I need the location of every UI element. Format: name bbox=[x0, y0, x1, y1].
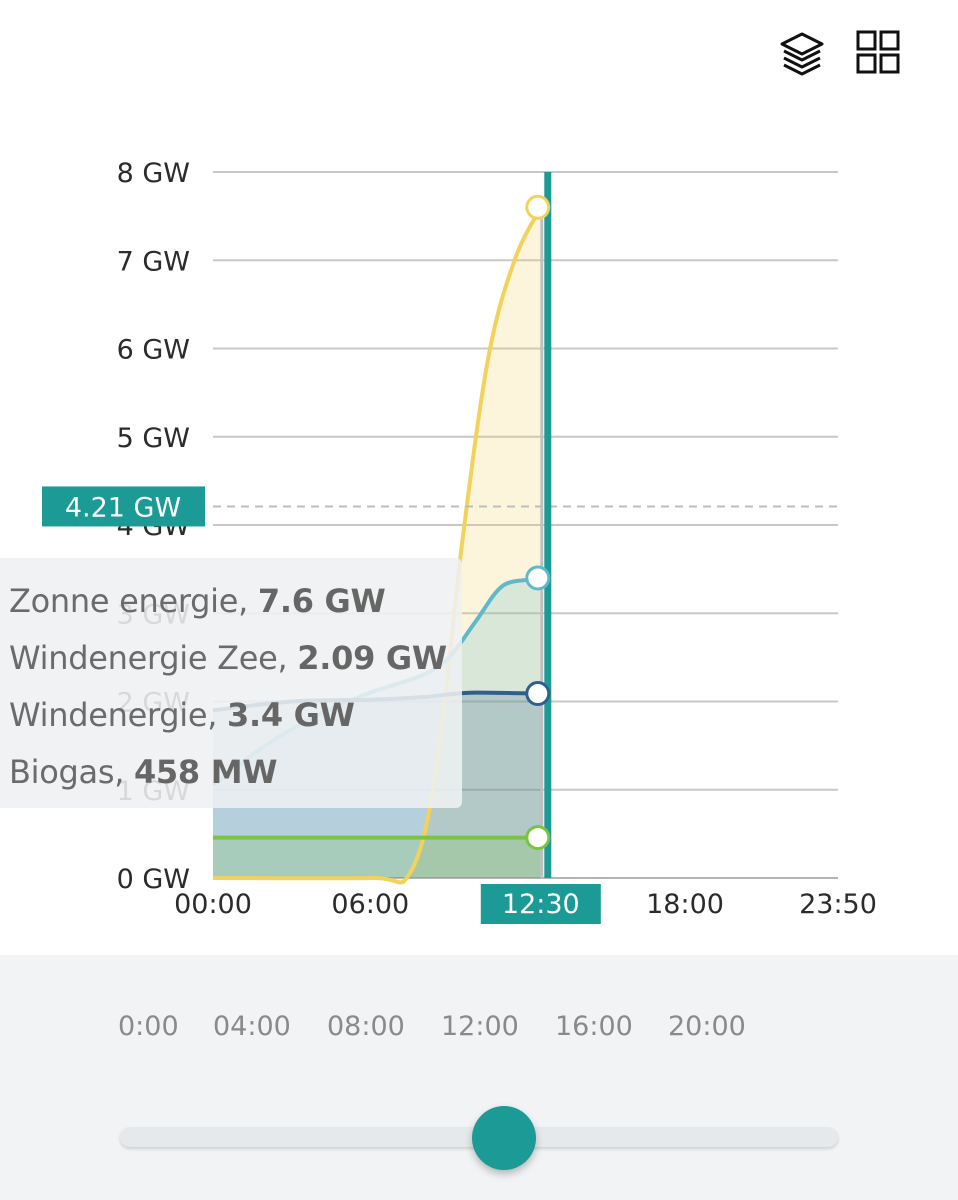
y-tick-label: 7 GW bbox=[117, 246, 190, 277]
timeline-label: 12:00 bbox=[441, 1011, 519, 1042]
chart-tooltip: Zonne energie, 7.6 GW Windenergie Zee, 2… bbox=[0, 558, 462, 808]
cursor-time-badge: 12:30 bbox=[480, 884, 601, 924]
tooltip-row-wind: Windenergie, 3.4 GW bbox=[9, 696, 355, 734]
cursor-value-label: 4.21 GW bbox=[65, 492, 181, 523]
tooltip-row-wind-sea: Windenergie Zee, 2.09 GW bbox=[9, 639, 447, 677]
tooltip-series-value: 458 MW bbox=[133, 753, 278, 791]
timeline-label: 04:00 bbox=[213, 1011, 291, 1042]
cursor-value-badge: 4.21 GW bbox=[42, 486, 205, 527]
y-tick-label: 0 GW bbox=[117, 864, 190, 895]
timeline-label: 16:00 bbox=[555, 1011, 633, 1042]
series-area-biogas bbox=[213, 837, 541, 878]
timeline-panel: 0:00 04:00 08:00 12:00 16:00 20:00 bbox=[0, 955, 958, 1200]
cursor-markers bbox=[525, 194, 551, 851]
tooltip-row-biogas: Biogas, 458 MW bbox=[9, 753, 278, 791]
timeline-label: 0:00 bbox=[118, 1011, 179, 1042]
x-tick-label: 00:00 bbox=[174, 889, 252, 920]
x-tick-label: 18:00 bbox=[646, 889, 724, 920]
x-tick-label: 06:00 bbox=[331, 889, 409, 920]
tooltip-series-name: Biogas bbox=[9, 753, 115, 791]
grid-view-icon[interactable] bbox=[852, 28, 904, 80]
cursor-time-label: 12:30 bbox=[502, 889, 580, 920]
marker-wind_sea bbox=[525, 565, 551, 591]
time-slider-thumb[interactable] bbox=[472, 1106, 536, 1170]
marker-wind bbox=[525, 681, 551, 707]
tooltip-series-name: Zonne energie bbox=[9, 582, 239, 620]
timeline-label: 20:00 bbox=[668, 1011, 746, 1042]
tooltip-series-value: 7.6 GW bbox=[257, 582, 386, 620]
marker-biogas bbox=[525, 825, 551, 851]
layers-icon[interactable] bbox=[776, 28, 828, 80]
y-tick-label: 6 GW bbox=[117, 335, 190, 366]
timeline-label: 08:00 bbox=[327, 1011, 405, 1042]
x-tick-label: 23:50 bbox=[799, 889, 877, 920]
tooltip-row-solar: Zonne energie, 7.6 GW bbox=[9, 582, 386, 620]
marker-solar bbox=[525, 194, 551, 220]
y-tick-label: 5 GW bbox=[117, 423, 190, 454]
tooltip-series-value: 2.09 GW bbox=[297, 639, 447, 677]
tooltip-series-name: Windenergie Zee bbox=[9, 639, 278, 677]
tooltip-series-value: 3.4 GW bbox=[227, 696, 355, 734]
tooltip-series-name: Windenergie bbox=[9, 696, 208, 734]
y-tick-label: 8 GW bbox=[117, 158, 190, 189]
